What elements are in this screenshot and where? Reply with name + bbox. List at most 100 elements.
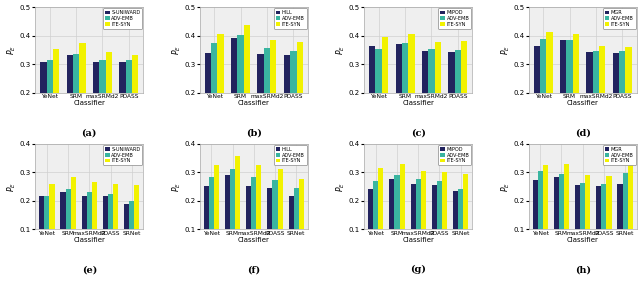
Bar <box>268 188 273 258</box>
Bar <box>108 194 113 258</box>
Bar <box>382 37 388 149</box>
Y-axis label: $P_E$: $P_E$ <box>335 45 348 55</box>
X-axis label: Classifier: Classifier <box>567 237 598 243</box>
Bar <box>532 180 538 258</box>
Legend: MiPOD, ADV-EMB, ITE-SYN: MiPOD, ADV-EMB, ITE-SYN <box>438 8 471 29</box>
Y-axis label: $P_E$: $P_E$ <box>499 181 512 192</box>
Bar <box>49 184 54 258</box>
Bar <box>602 184 607 258</box>
Text: (e): (e) <box>82 265 97 274</box>
Bar <box>290 51 296 149</box>
Bar <box>204 186 209 258</box>
Bar <box>82 196 87 258</box>
Legend: HILL, ADV-EMB, ITE-SYN: HILL, ADV-EMB, ITE-SYN <box>274 145 307 165</box>
Bar <box>564 164 569 258</box>
Bar <box>416 179 420 258</box>
Bar <box>294 188 299 258</box>
Bar <box>369 46 376 149</box>
Bar <box>209 177 214 258</box>
Bar <box>554 177 559 258</box>
Bar <box>540 39 547 149</box>
Y-axis label: $P_E$: $P_E$ <box>499 45 512 55</box>
Bar <box>296 42 303 149</box>
Legend: HILL, ADV-EMB, ITE-SYN: HILL, ADV-EMB, ITE-SYN <box>274 8 307 29</box>
Bar <box>559 174 564 258</box>
Bar <box>435 42 441 149</box>
Bar <box>230 169 235 258</box>
Bar <box>299 179 304 258</box>
Bar <box>547 32 552 149</box>
Bar <box>79 43 86 149</box>
Bar <box>231 38 237 149</box>
Bar <box>264 48 270 149</box>
Y-axis label: $P_E$: $P_E$ <box>6 45 19 55</box>
Bar <box>278 170 283 258</box>
Bar <box>411 184 416 258</box>
Bar <box>53 49 60 149</box>
Bar <box>394 175 399 258</box>
Bar <box>252 177 256 258</box>
Bar <box>129 201 134 258</box>
Bar <box>132 55 138 149</box>
Bar <box>463 174 468 258</box>
Bar <box>625 47 632 149</box>
Bar <box>47 60 53 149</box>
Y-axis label: $P_E$: $P_E$ <box>6 181 19 192</box>
Bar <box>389 179 394 258</box>
Bar <box>586 52 593 149</box>
Bar <box>628 161 633 258</box>
Bar <box>211 43 218 149</box>
Bar <box>106 52 112 149</box>
Bar <box>65 189 70 258</box>
Bar <box>218 34 224 149</box>
Bar <box>402 43 408 149</box>
Bar <box>284 55 290 149</box>
Bar <box>205 53 211 149</box>
Bar <box>99 60 106 149</box>
Bar <box>580 183 585 258</box>
Bar <box>40 62 47 149</box>
Bar <box>461 41 467 149</box>
Legend: S-UNIWARD, ADV-EMB, ITE-SYN: S-UNIWARD, ADV-EMB, ITE-SYN <box>103 145 143 165</box>
Bar <box>585 175 590 258</box>
Bar <box>458 189 463 258</box>
Bar <box>538 171 543 258</box>
Text: (f): (f) <box>247 265 260 274</box>
Bar <box>618 184 623 258</box>
Bar <box>120 62 125 149</box>
Text: (c): (c) <box>411 128 426 138</box>
Bar <box>256 165 261 258</box>
Legend: MGR, ADV-EMB, ITE-SYN: MGR, ADV-EMB, ITE-SYN <box>603 145 636 165</box>
Bar <box>103 196 108 258</box>
Bar <box>373 181 378 258</box>
Bar <box>599 46 605 149</box>
Bar <box>134 185 140 258</box>
Bar <box>442 172 447 258</box>
Bar <box>448 52 454 149</box>
Bar <box>619 51 625 149</box>
Bar <box>73 54 79 149</box>
Text: (h): (h) <box>575 265 591 274</box>
X-axis label: Classifier: Classifier <box>403 100 434 106</box>
Bar <box>543 165 548 258</box>
Bar <box>70 177 76 258</box>
Bar <box>396 44 402 149</box>
X-axis label: Classifier: Classifier <box>238 237 269 243</box>
Bar <box>235 156 240 258</box>
Bar <box>420 171 426 258</box>
Bar <box>612 53 619 149</box>
Legend: MGR, ADV-EMB, ITE-SYN: MGR, ADV-EMB, ITE-SYN <box>603 8 636 29</box>
Bar <box>534 46 540 149</box>
Bar <box>408 34 415 149</box>
Bar <box>125 60 132 149</box>
Bar <box>93 62 99 149</box>
Bar <box>432 185 437 258</box>
Bar <box>39 196 44 258</box>
Bar <box>257 54 264 149</box>
Bar <box>60 192 65 258</box>
Bar <box>246 186 252 258</box>
Bar <box>225 175 230 258</box>
X-axis label: Classifier: Classifier <box>403 237 434 243</box>
Bar <box>67 55 73 149</box>
Bar <box>422 51 428 149</box>
